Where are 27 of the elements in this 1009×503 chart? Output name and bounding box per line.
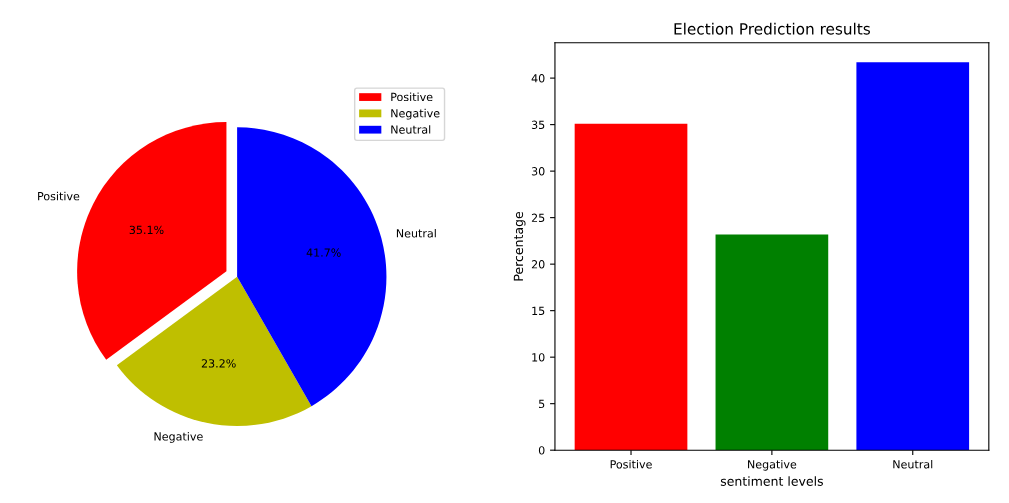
legend-label: Neutral <box>391 125 431 134</box>
x-tick-label: Negative <box>748 459 797 471</box>
y-tick-label: 35 <box>531 120 545 129</box>
slice-label: Neutral <box>396 228 436 238</box>
y-tick-label: 40 <box>531 74 545 83</box>
x-tick-label: Neutral <box>893 459 933 469</box>
legend-label: Positive <box>391 92 433 102</box>
y-tick-label: 25 <box>531 213 545 223</box>
y-tick-label: 5 <box>539 399 545 409</box>
y-tick-label: 10 <box>532 353 545 362</box>
bar <box>856 62 970 451</box>
data-label: 23.2% <box>201 359 236 368</box>
bar <box>574 123 688 451</box>
y-tick-label: 20 <box>531 260 545 269</box>
x-axis-title: sentiment levels <box>720 476 823 486</box>
y-tick-label: 30 <box>531 167 545 176</box>
y-axis-title: Percentage <box>513 211 526 281</box>
data-label: 41.7% <box>306 248 341 257</box>
x-tick-label: Positive <box>610 459 652 469</box>
slice-label: Negative <box>154 432 203 443</box>
chart-title: Election Prediction results <box>674 22 871 35</box>
y-tick-label: 15 <box>532 306 545 316</box>
data-label: 35.1% <box>129 225 164 235</box>
y-tick-label: 0 <box>538 446 545 455</box>
slice-label: Positive <box>38 191 80 201</box>
legend-label: Negative <box>391 108 440 120</box>
bar <box>715 234 829 451</box>
